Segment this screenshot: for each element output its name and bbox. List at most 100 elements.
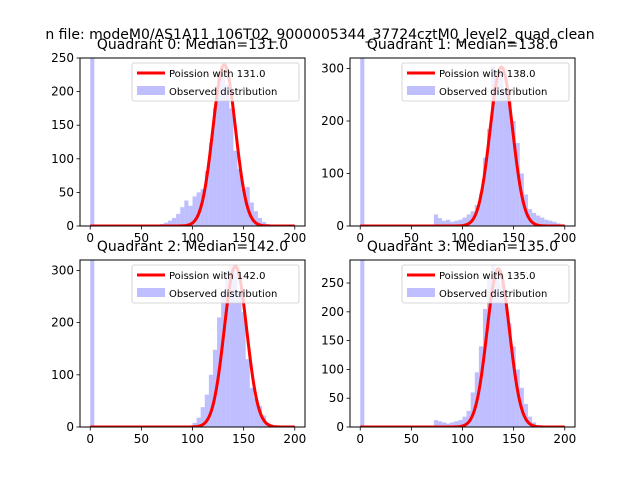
histogram-bar — [503, 88, 508, 226]
histogram-bar — [257, 217, 263, 226]
legend-box — [401, 62, 570, 102]
x-tick-label: 200 — [553, 432, 576, 446]
histogram-bar — [225, 270, 230, 427]
chart-title: Quadrant 1: Median=138.0 — [367, 37, 558, 53]
histogram-bar — [442, 220, 447, 226]
legend-label: Poission with 138.0 — [439, 69, 535, 80]
legend-patch-swatch — [407, 86, 435, 95]
legend-label: Poission with 135.0 — [439, 271, 535, 282]
histogram-bar — [192, 196, 197, 226]
histogram-bar — [221, 72, 226, 226]
histogram-bar — [245, 359, 250, 427]
legend-label: Observed distribution — [439, 289, 547, 300]
x-tick-label: 0 — [356, 432, 364, 446]
histogram-bar — [237, 291, 242, 427]
y-tick-label: 250 — [51, 51, 74, 65]
histogram-bar — [233, 273, 238, 427]
y-tick-label: 150 — [51, 118, 74, 132]
histogram-bar — [249, 202, 254, 226]
x-tick-label: 200 — [283, 432, 306, 446]
histogram-bar — [454, 421, 459, 427]
histogram-bar — [360, 58, 365, 226]
histogram-bar — [360, 260, 365, 427]
legend-patch-swatch — [137, 288, 165, 297]
y-tick-label: 200 — [51, 85, 74, 99]
figure-suptitle: n file: modeM0/AS1A11_106T02_9000005344_… — [45, 27, 594, 43]
histogram-bar — [527, 416, 533, 427]
histogram-bar — [204, 394, 209, 427]
y-tick-label: 100 — [51, 368, 74, 382]
histogram-bar — [507, 323, 512, 427]
x-tick-label: 0 — [86, 231, 94, 245]
histogram-bar — [499, 283, 504, 427]
histogram-bar — [507, 101, 512, 226]
histogram-bar — [437, 218, 443, 226]
histogram-bar — [196, 417, 201, 427]
histogram-bar — [446, 219, 451, 226]
y-tick-label: 300 — [51, 263, 74, 277]
histogram-bar — [466, 410, 471, 427]
x-tick-label: 100 — [451, 432, 474, 446]
plot-area — [89, 58, 296, 226]
histogram-bar — [237, 168, 242, 226]
histogram-bar — [503, 297, 508, 427]
x-tick-label: 200 — [283, 231, 306, 245]
x-tick-label: 100 — [181, 231, 204, 245]
chart-title: Quadrant 2: Median=142.0 — [97, 239, 288, 255]
histogram-bar — [217, 71, 222, 226]
histogram-bar — [90, 58, 95, 226]
y-tick-label: 200 — [321, 305, 344, 319]
histogram-bar — [515, 143, 520, 226]
histogram-bar — [458, 420, 463, 427]
histogram-bar — [540, 217, 545, 226]
x-tick-label: 50 — [404, 432, 419, 446]
histogram-bar — [253, 211, 258, 226]
histogram-bar — [491, 65, 496, 226]
histogram-bar — [163, 222, 168, 226]
y-tick-label: 200 — [51, 316, 74, 330]
legend-label: Poission with 142.0 — [169, 271, 265, 282]
histogram-bar — [466, 214, 471, 226]
histogram-bar — [474, 205, 479, 226]
histogram-bar — [192, 422, 197, 427]
histogram-bar — [196, 192, 201, 226]
poisson-line — [89, 63, 296, 226]
legend-patch-swatch — [407, 288, 435, 297]
histogram-bar — [253, 398, 258, 427]
y-tick-label: 100 — [321, 362, 344, 376]
histogram-bar — [208, 142, 213, 226]
histogram-bar — [249, 387, 254, 427]
chart-panel-0: 0 50 100 150 200 0 50 100 150 200 250 Quadrant 0: M… — [51, 37, 306, 245]
y-tick-label: 0 — [336, 219, 344, 233]
chart-panel-3: 0 50 100 150 200 0 50 100 150 200 250 Quadrant 3: M… — [321, 239, 576, 446]
chart-title: Quadrant 0: Median=131.0 — [97, 37, 288, 53]
legend-box — [131, 62, 300, 102]
histogram-bar — [499, 71, 504, 226]
chart-title: Quadrant 3: Median=135.0 — [367, 239, 558, 255]
histogram-bar — [495, 79, 500, 226]
histogram-bar — [221, 291, 226, 427]
x-tick-label: 50 — [134, 231, 149, 245]
histogram-bar — [495, 271, 500, 427]
histogram-bar — [176, 213, 181, 226]
panels: 0 50 100 150 200 0 50 100 150 200 250 Quadrant 0: M… — [51, 37, 576, 446]
histogram-bar — [433, 214, 438, 226]
legend-label: Poission with 131.0 — [169, 69, 265, 80]
histogram-bar — [470, 392, 475, 427]
histogram-bar — [225, 84, 230, 226]
histogram-bar — [446, 423, 451, 427]
histogram-bar — [462, 416, 467, 427]
y-tick-label: 100 — [321, 167, 344, 181]
histogram-bar — [241, 189, 246, 226]
histogram-bar — [450, 422, 455, 427]
histogram-bar — [184, 200, 189, 226]
plot-area — [359, 260, 566, 427]
histogram-bar — [172, 217, 177, 226]
x-tick-label: 0 — [356, 231, 364, 245]
legend-patch-swatch — [137, 86, 165, 95]
histogram-bar — [200, 407, 205, 427]
x-tick-label: 150 — [232, 432, 255, 446]
x-tick-label: 50 — [134, 432, 149, 446]
histogram-bar — [511, 121, 516, 226]
